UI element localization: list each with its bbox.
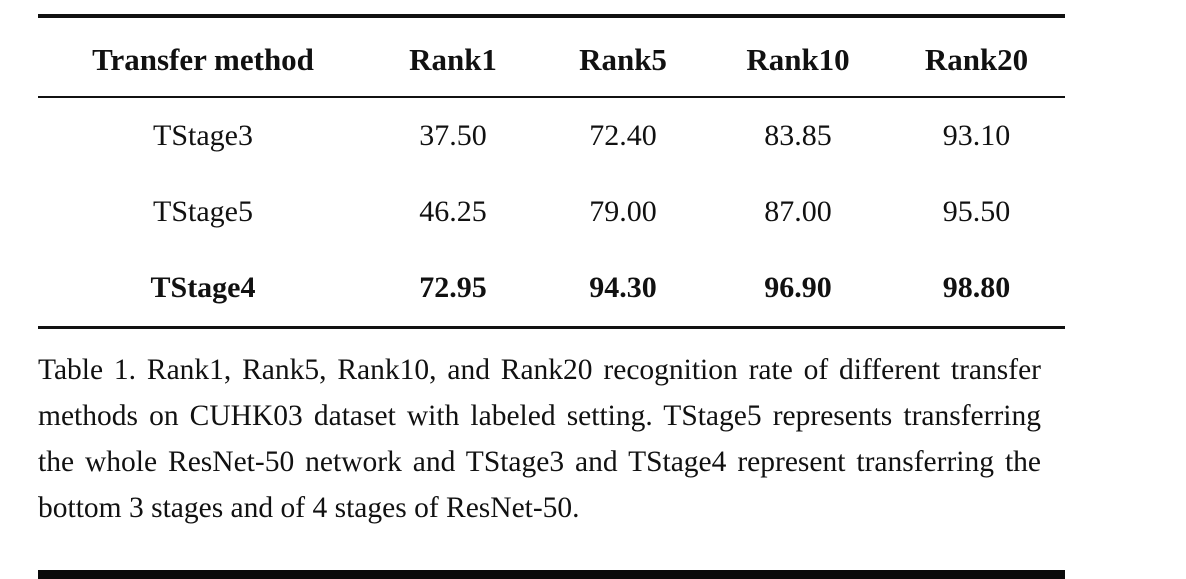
value-cell: 95.50 — [942, 195, 1011, 228]
method-cell: TStage3 — [153, 119, 253, 152]
method-cell: TStage4 — [150, 271, 256, 304]
table-caption: Table 1. Rank1, Rank5, Rank10, and Rank2… — [38, 354, 1041, 524]
column-header-rank5: Rank5 — [538, 18, 708, 98]
value-cell: 37.50 — [419, 119, 487, 152]
results-table: Transfer method Rank1 Rank5 Rank10 Rank2… — [38, 18, 1065, 329]
value-cell: 96.90 — [764, 271, 832, 304]
method-cell: TStage5 — [153, 195, 253, 228]
table-figure: Transfer method Rank1 Rank5 Rank10 Rank2… — [38, 0, 1065, 531]
page-bottom-rule — [38, 570, 1065, 579]
value-cell: 46.25 — [419, 195, 487, 228]
table-row: TStage4 72.95 94.30 96.90 98.80 — [38, 250, 1065, 328]
value-cell: 83.85 — [764, 119, 832, 152]
column-header-transfer-method: Transfer method — [38, 18, 368, 98]
value-cell: 79.00 — [589, 195, 657, 228]
table-header-row: Transfer method Rank1 Rank5 Rank10 Rank2… — [38, 18, 1065, 98]
value-cell: 72.40 — [589, 119, 657, 152]
value-cell: 72.95 — [419, 271, 487, 304]
table-top-rule — [38, 14, 1065, 18]
table-row: TStage5 46.25 79.00 87.00 95.50 — [38, 174, 1065, 250]
column-header-rank20: Rank20 — [888, 18, 1065, 98]
table-row: TStage3 37.50 72.40 83.85 93.10 — [38, 97, 1065, 174]
value-cell: 87.00 — [764, 195, 832, 228]
value-cell: 98.80 — [942, 271, 1011, 304]
value-cell: 94.30 — [589, 271, 657, 304]
column-header-rank1: Rank1 — [368, 18, 538, 98]
value-cell: 93.10 — [942, 119, 1011, 152]
column-header-rank10: Rank10 — [708, 18, 888, 98]
